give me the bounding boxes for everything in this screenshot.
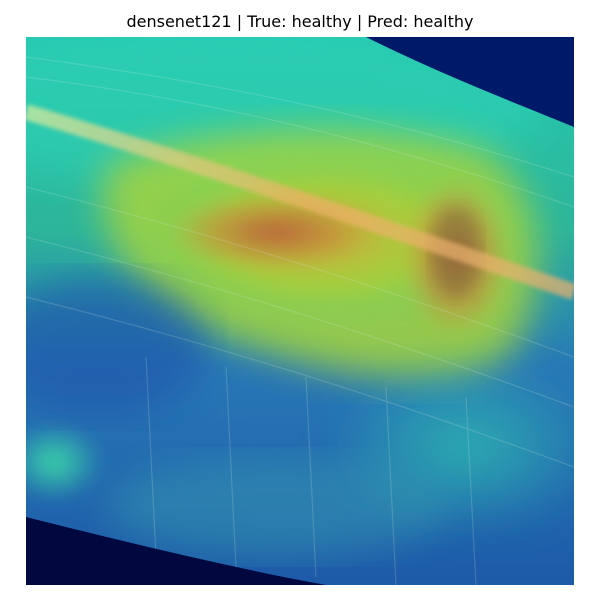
figure-title: densenet121 | True: healthy | Pred: heal… — [126, 12, 474, 31]
heatmap-svg — [26, 37, 574, 585]
gradcam-heatmap-leaf-image — [26, 37, 574, 585]
